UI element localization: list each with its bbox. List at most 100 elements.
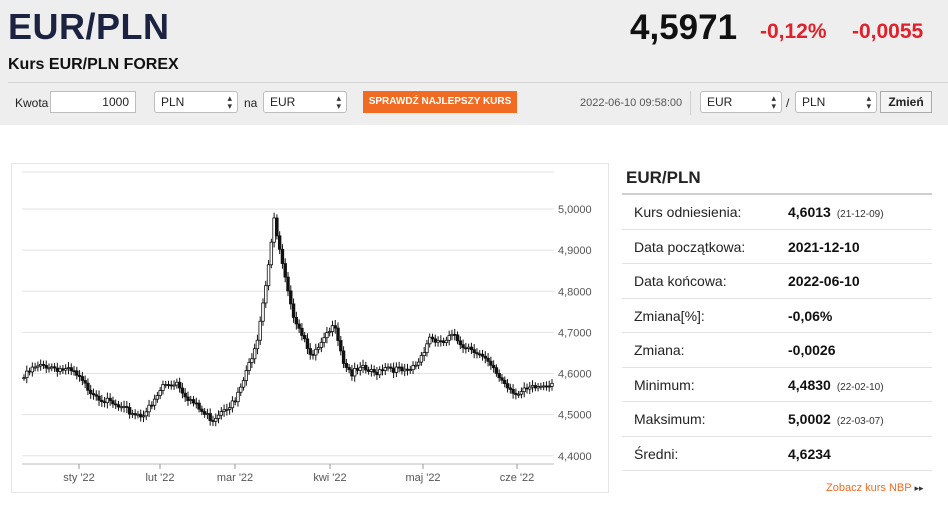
candle-body bbox=[202, 411, 207, 415]
candle-body bbox=[25, 370, 29, 379]
candle-body bbox=[469, 346, 474, 351]
candle-body bbox=[550, 382, 554, 387]
candle-body bbox=[458, 340, 462, 346]
candle-body bbox=[158, 390, 162, 396]
to-label: na bbox=[244, 96, 258, 110]
candle-body bbox=[511, 389, 515, 394]
candle-body bbox=[102, 401, 107, 404]
y-tick-label: 4,5000 bbox=[558, 410, 592, 422]
current-price: 4,5971 bbox=[630, 8, 738, 47]
candle-body bbox=[380, 369, 385, 372]
candle-body bbox=[533, 385, 538, 389]
nbp-link[interactable]: Zobacz kurs NBP ▸▸ bbox=[826, 482, 924, 494]
candle-body bbox=[494, 367, 499, 374]
from-currency-select[interactable]: PLN ▴ ▾ bbox=[154, 91, 238, 113]
y-tick-label: 4,8000 bbox=[558, 286, 592, 298]
candle-body bbox=[497, 373, 501, 379]
stats-table: Kurs odniesienia: 4,6013 (21-12-09) Data po… bbox=[622, 195, 932, 471]
candle-body bbox=[439, 340, 443, 343]
candle-body bbox=[491, 364, 496, 369]
candle-body bbox=[405, 368, 410, 371]
candle-body bbox=[266, 264, 271, 287]
candle-body bbox=[397, 366, 401, 369]
candle-body bbox=[327, 331, 332, 334]
candle-body bbox=[389, 366, 393, 369]
candle-body bbox=[464, 347, 468, 350]
to-currency-select[interactable]: EUR ▴ ▾ bbox=[263, 91, 347, 113]
stats-row-value: 5,0002 (22-03-07) bbox=[788, 411, 884, 427]
stats-row-value-text: 2022-06-10 bbox=[788, 273, 860, 289]
page-subtitle: Kurs EUR/PLN FOREX bbox=[8, 56, 179, 73]
candle-body bbox=[161, 384, 165, 391]
stats-row-date: (22-02-10) bbox=[836, 381, 884, 393]
candle-body bbox=[403, 368, 407, 372]
candle-body bbox=[139, 413, 143, 418]
candle-body bbox=[447, 335, 451, 341]
candle-body bbox=[411, 365, 415, 371]
candle-body bbox=[200, 408, 204, 412]
candle-body bbox=[214, 418, 218, 422]
candle-body bbox=[319, 341, 324, 348]
x-tick-label: mar '22 bbox=[217, 472, 253, 484]
x-tick-label: lut '22 bbox=[145, 472, 174, 484]
stats-title: EUR/PLN bbox=[622, 160, 932, 195]
from-currency-value: PLN bbox=[161, 95, 185, 109]
candle-body bbox=[144, 411, 148, 417]
candle-body bbox=[489, 360, 493, 366]
candle-body bbox=[508, 387, 513, 390]
select-arrows-icon: ▴ ▾ bbox=[866, 93, 871, 111]
candle-body bbox=[433, 338, 437, 343]
quote-header: EUR/PLN Kurs EUR/PLN FOREX 4,5971 -0,12%… bbox=[0, 0, 948, 125]
candle-body bbox=[422, 352, 426, 356]
candle-body bbox=[205, 413, 210, 415]
x-tick-label: kwi '22 bbox=[313, 472, 346, 484]
y-tick-label: 4,4000 bbox=[558, 451, 592, 463]
candle-body bbox=[58, 368, 62, 372]
candle-body bbox=[166, 384, 171, 386]
select-arrows-icon: ▴ ▾ bbox=[336, 93, 341, 111]
candle-body bbox=[177, 381, 182, 389]
candle-body bbox=[241, 380, 246, 388]
candle-body bbox=[27, 370, 32, 373]
candle-body bbox=[194, 402, 198, 405]
candle-body bbox=[86, 382, 90, 391]
candle-body bbox=[450, 333, 454, 337]
candle-body bbox=[341, 350, 346, 364]
pair-to-value: PLN bbox=[802, 95, 826, 109]
stats-row-value: 4,6013 (21-12-09) bbox=[788, 204, 884, 220]
candle-body bbox=[375, 371, 379, 376]
best-rate-button[interactable]: SPRAWDŹ NAJLEPSZY KURS bbox=[363, 91, 517, 113]
x-tick-label: maj '22 bbox=[405, 472, 440, 484]
candle-body bbox=[441, 340, 446, 344]
stats-row-label: Data końcowa: bbox=[634, 273, 727, 289]
candle-body bbox=[125, 406, 129, 408]
candle-body bbox=[336, 327, 340, 341]
pair-from-select[interactable]: EUR ▴ ▾ bbox=[700, 91, 782, 113]
stats-row-label: Kurs odniesienia: bbox=[634, 204, 742, 220]
select-arrows-icon: ▴ ▾ bbox=[227, 93, 232, 111]
candle-body bbox=[483, 355, 488, 359]
pair-to-select[interactable]: PLN ▴ ▾ bbox=[795, 91, 877, 113]
candle-body bbox=[72, 370, 76, 373]
candle-body bbox=[383, 367, 387, 371]
stats-row-date: (21-12-09) bbox=[836, 209, 884, 220]
stats-row-value-text: 4,6013 bbox=[788, 204, 831, 220]
amount-input[interactable]: 1000 bbox=[50, 91, 136, 113]
candle-body bbox=[297, 323, 301, 329]
candle-body bbox=[372, 369, 376, 373]
change-pair-button[interactable]: Zmień bbox=[880, 91, 932, 113]
candle-body bbox=[261, 302, 265, 322]
candle-body bbox=[361, 365, 365, 368]
toolbar-divider bbox=[690, 91, 691, 115]
candle-body bbox=[33, 366, 37, 369]
candle-body bbox=[30, 366, 35, 373]
candle-body bbox=[514, 392, 518, 395]
candle-body bbox=[269, 241, 274, 266]
candle-body bbox=[225, 408, 229, 411]
candle-body bbox=[272, 217, 276, 243]
candle-body bbox=[530, 385, 535, 388]
candle-body bbox=[355, 368, 360, 371]
candle-body bbox=[436, 340, 440, 343]
stats-row-value-text: 2021-12-10 bbox=[788, 238, 860, 255]
candle-body bbox=[400, 366, 404, 372]
